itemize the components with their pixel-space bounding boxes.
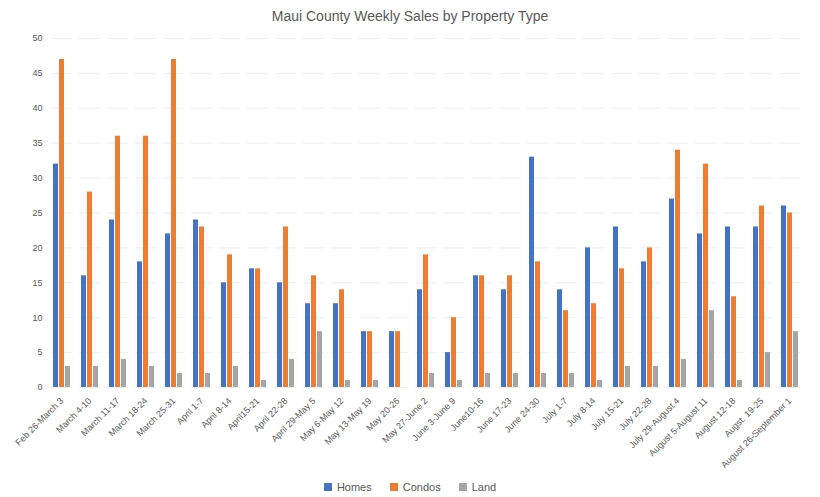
svg-text:May 6-May 12: May 6-May 12 — [298, 395, 346, 444]
svg-text:March 25-31: March 25-31 — [135, 396, 178, 439]
html-text:Maui County Weekly Sales by Pr: Maui County Weekly Sales by Property Typ… — [271, 8, 549, 24]
svg-text:30: 30 — [32, 173, 42, 183]
svg-text:April 8-14: April 8-14 — [199, 395, 234, 430]
svg-text:15: 15 — [32, 278, 42, 288]
svg-text:March 11-17: March 11-17 — [79, 395, 122, 438]
svg-text:June 24-30: June 24-30 — [503, 396, 542, 435]
svg-text:June10-16: June10-16 — [448, 395, 486, 433]
svg-text:August 26-September 1: August 26-September 1 — [719, 396, 793, 470]
svg-text:June 17-23: June 17-23 — [474, 395, 514, 435]
svg-text:April 1-7: April 1-7 — [174, 395, 206, 427]
html-text:Condos: Condos — [402, 481, 441, 493]
svg-text:May 13-May 19: May 13-May 19 — [323, 396, 374, 447]
html-text:Land: Land — [471, 481, 497, 493]
svg-text:Augst. 19-25: Augst. 19-25 — [722, 395, 766, 439]
svg-text:April 29-May 5: April 29-May 5 — [269, 395, 318, 444]
svg-text:20: 20 — [32, 243, 42, 253]
svg-text:June 3-June 9: June 3-June 9 — [410, 396, 457, 443]
svg-text:45: 45 — [32, 68, 42, 78]
svg-text:May 27-June 2: May 27-June 2 — [380, 395, 430, 445]
svg-text:August 12-18: August 12-18 — [692, 395, 738, 441]
svg-text:35: 35 — [32, 138, 42, 148]
svg-text:40: 40 — [32, 103, 42, 113]
svg-text:July 29-August 4: July 29-August 4 — [627, 396, 681, 450]
svg-text:March 18-24: March 18-24 — [106, 395, 150, 439]
svg-text:0: 0 — [37, 382, 42, 392]
svg-text:July 22-28: July 22-28 — [617, 395, 654, 433]
svg-text:April 22-28: April 22-28 — [251, 395, 290, 434]
svg-text:5: 5 — [37, 347, 42, 357]
svg-text:April15-21: April15-21 — [225, 395, 262, 432]
html-text:Homes: Homes — [336, 481, 372, 493]
svg-text:25: 25 — [32, 208, 42, 218]
svg-text:10: 10 — [32, 313, 42, 323]
svg-text:Feb 26-March 3: Feb 26-March 3 — [13, 396, 65, 448]
svg-text:50: 50 — [32, 33, 42, 43]
svg-text:March 4-10: March 4-10 — [54, 395, 94, 435]
svg-text:July 15-21: July 15-21 — [589, 395, 626, 433]
svg-text:May 20-26: May 20-26 — [364, 395, 402, 433]
svg-text:July 1-7: July 1-7 — [540, 395, 570, 426]
svg-text:August 5-August 11: August 5-August 11 — [646, 395, 710, 459]
svg-text:July 8-14: July 8-14 — [564, 395, 598, 429]
